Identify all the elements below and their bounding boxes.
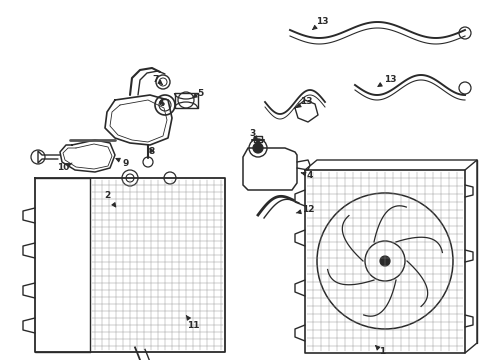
Text: 13: 13 <box>297 96 312 108</box>
Text: 13: 13 <box>313 18 328 30</box>
Text: 9: 9 <box>116 158 129 167</box>
Text: 7: 7 <box>153 75 162 84</box>
Circle shape <box>253 143 263 153</box>
Text: 13: 13 <box>378 75 396 86</box>
Text: 2: 2 <box>104 190 116 207</box>
Text: 3: 3 <box>249 129 258 140</box>
Text: 8: 8 <box>149 148 155 157</box>
Text: 10: 10 <box>57 163 72 172</box>
Text: 12: 12 <box>296 206 314 215</box>
Circle shape <box>380 256 390 266</box>
Text: 6: 6 <box>159 99 165 108</box>
Text: 11: 11 <box>186 315 199 329</box>
Text: 5: 5 <box>193 89 203 98</box>
Text: 4: 4 <box>301 171 313 180</box>
Text: 1: 1 <box>376 346 385 356</box>
